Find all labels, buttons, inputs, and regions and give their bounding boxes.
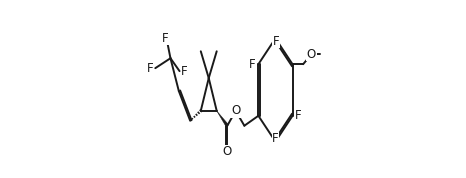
Text: F: F: [295, 109, 302, 122]
Text: O: O: [231, 104, 240, 117]
Text: F: F: [273, 35, 280, 48]
Text: O: O: [223, 145, 232, 158]
Text: F: F: [147, 62, 153, 75]
Text: F: F: [272, 132, 279, 145]
Text: F: F: [162, 32, 169, 45]
Text: O: O: [307, 48, 316, 61]
Polygon shape: [217, 111, 229, 127]
Text: F: F: [181, 65, 188, 78]
Text: F: F: [249, 58, 256, 71]
